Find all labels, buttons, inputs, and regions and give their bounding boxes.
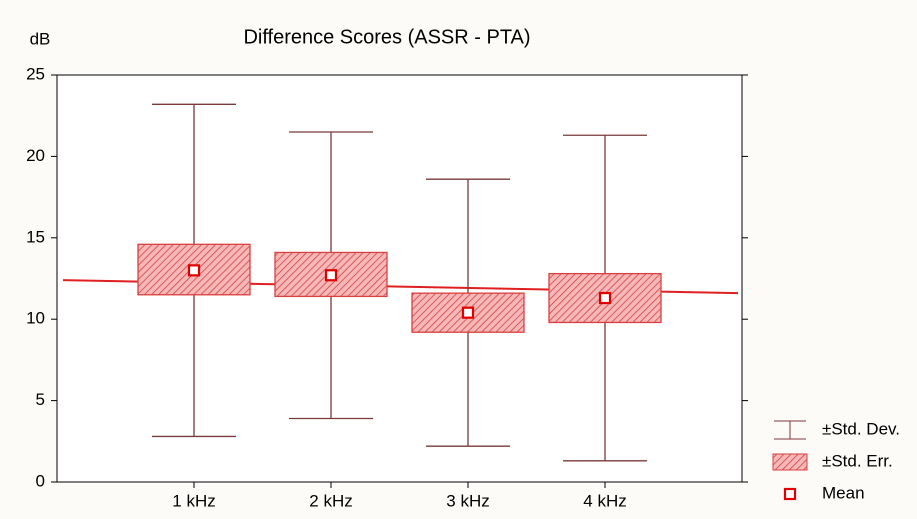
mean-marker xyxy=(187,264,201,277)
legend-label: ±Std. Err. xyxy=(822,451,893,470)
x-tick-label: 2 kHz xyxy=(309,491,352,510)
mean-marker xyxy=(461,306,475,319)
y-tick-label: 5 xyxy=(36,390,45,409)
legend-box xyxy=(772,453,808,471)
legend-label: ±Std. Dev. xyxy=(822,419,900,438)
x-tick-label: 1 kHz xyxy=(172,491,215,510)
y-tick-label: 25 xyxy=(26,64,45,83)
y-axis-label: dB xyxy=(30,29,51,48)
y-tick-label: 0 xyxy=(36,471,45,490)
y-tick-label: 20 xyxy=(26,146,45,165)
y-tick-label: 10 xyxy=(26,309,45,328)
chart-title: Difference Scores (ASSR - PTA) xyxy=(243,26,530,48)
mean-marker xyxy=(598,291,612,305)
x-tick-label: 3 kHz xyxy=(446,491,489,510)
plot-frame xyxy=(56,74,743,483)
x-tick-label: 4 kHz xyxy=(583,491,626,510)
legend-label: Mean xyxy=(822,483,865,502)
legend-mean xyxy=(783,487,797,501)
y-tick-label: 15 xyxy=(26,227,45,246)
mean-marker xyxy=(324,269,338,282)
